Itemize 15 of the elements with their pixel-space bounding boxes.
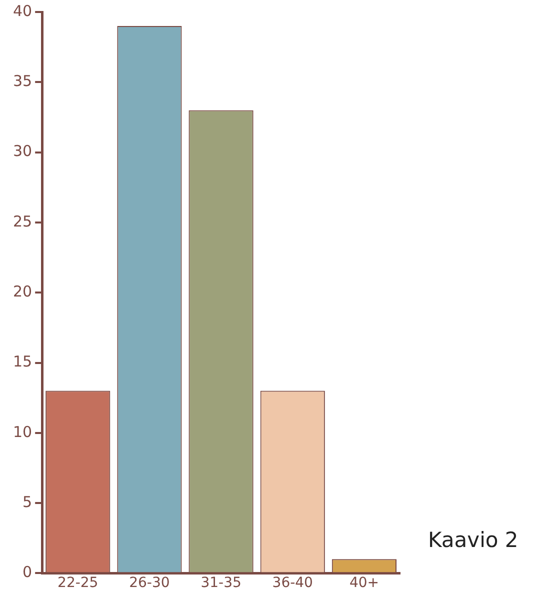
y-tick-label: 35 <box>12 72 32 90</box>
y-tick-label: 10 <box>12 422 32 441</box>
y-tick-label: 15 <box>12 352 32 371</box>
y-tick-label: 5 <box>22 492 32 511</box>
x-tick-label: 22-25 <box>58 575 98 592</box>
x-tick-label: 31-35 <box>200 575 242 592</box>
y-tick-label: 40 <box>12 2 32 20</box>
x-tick-label: 36-40 <box>272 575 313 592</box>
y-tick-label: 20 <box>12 282 32 300</box>
y-tick-label: 25 <box>12 212 32 230</box>
y-tick-label: 30 <box>12 142 32 160</box>
x-tick-label: 40+ <box>349 575 379 592</box>
text: Kaavio 2 <box>428 528 518 552</box>
x-tick-label: 26-30 <box>129 575 170 592</box>
y-tick-label: 0 <box>22 563 32 582</box>
